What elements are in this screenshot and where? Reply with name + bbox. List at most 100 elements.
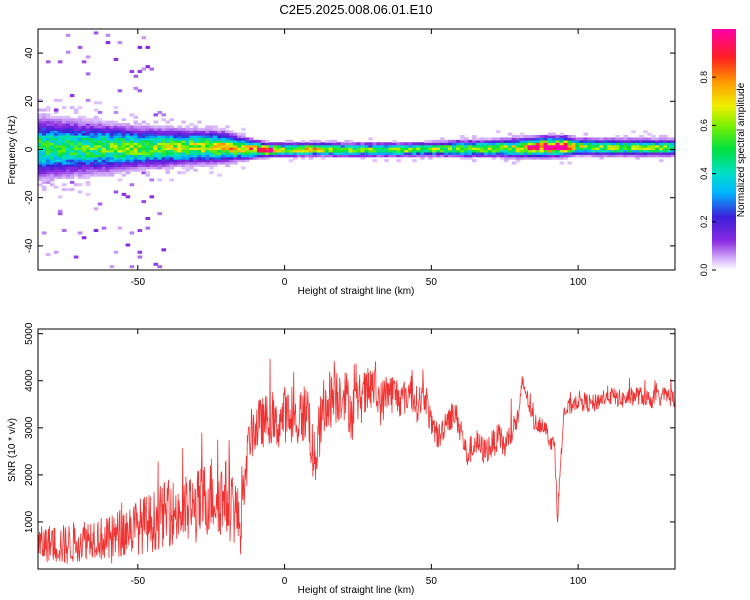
heatmap-cell (61, 161, 67, 165)
heatmap-cell (268, 147, 274, 151)
heatmap-cell (428, 142, 433, 146)
heatmap-cell (559, 161, 565, 165)
heatmap-cell (213, 163, 218, 167)
heatmap-cell (607, 151, 612, 155)
heatmap-cell (125, 166, 131, 170)
heatmap-cell (69, 176, 75, 180)
heatmap-cell (249, 149, 254, 153)
heatmap-cell (340, 144, 346, 148)
heatmap-cell (77, 135, 83, 139)
heatmap-cell (444, 144, 449, 148)
heatmap-cell (165, 171, 170, 175)
heatmap-cell (169, 156, 174, 160)
heatmap-cell (456, 154, 461, 158)
heatmap-cell (69, 142, 75, 146)
heatmap-cell (117, 89, 123, 93)
heatmap-cell (137, 159, 143, 163)
heatmap-cell (141, 137, 147, 141)
heatmap-cell (61, 147, 67, 151)
heatmap-cell (436, 144, 441, 148)
heatmap-cell (141, 132, 147, 136)
heatmap-cell (153, 130, 159, 134)
heatmap-cell (69, 122, 75, 126)
heatmap-cell (229, 137, 234, 141)
heatmap-cell (105, 137, 111, 141)
heatmap-cell (133, 144, 139, 148)
heatmap-cell (49, 171, 55, 175)
heatmap-cell (113, 149, 119, 153)
heatmap-cell (137, 89, 143, 93)
heatmap-cell (205, 137, 210, 141)
heatmap-cell (312, 144, 318, 148)
heatmap-cell (41, 171, 47, 175)
heatmap-cell (213, 147, 218, 151)
heatmap-cell (420, 147, 425, 151)
heatmap-cell (85, 149, 91, 153)
heatmap-cell (659, 147, 664, 151)
heatmap-cell (137, 168, 143, 172)
heatmap-cell (663, 144, 668, 148)
heatmap-cell (61, 149, 67, 153)
heatmap-cell (41, 159, 47, 163)
heatmap-cell (85, 163, 91, 167)
heatmap-cell (145, 142, 151, 146)
heatmap-cell (109, 166, 115, 170)
heatmap-cell (659, 154, 664, 158)
heatmap-cell (85, 130, 91, 134)
heatmap-cell (607, 137, 612, 141)
heatmap-cell (519, 151, 525, 155)
heatmap-cell (125, 130, 131, 134)
heatmap-cell (237, 135, 242, 139)
heatmap-cell (647, 137, 652, 141)
heatmap-cell (599, 156, 604, 160)
heatmap-cell (181, 120, 186, 124)
heatmap-cell (201, 142, 206, 146)
heatmap-cell (73, 130, 79, 134)
heatmap-cell (229, 142, 234, 146)
heatmap-cell (65, 163, 71, 167)
heatmap-cell (647, 147, 652, 151)
heatmap-cell (663, 135, 668, 139)
heatmap-cell (125, 147, 131, 151)
heatmap-cell (256, 142, 262, 146)
heatmap-cell (376, 149, 381, 153)
heatmap-cell (153, 166, 159, 170)
heatmap-cell (109, 161, 115, 165)
heatmap-cell (153, 159, 159, 163)
heatmap-cell (53, 125, 59, 129)
heatmap-cell (185, 144, 190, 148)
heatmap-cell (193, 159, 198, 163)
heatmap-cell (304, 144, 310, 148)
heatmap-cell (149, 137, 155, 141)
heatmap-cell (651, 154, 656, 158)
heatmap-cell (65, 151, 71, 155)
x-tick-label: -50 (131, 277, 146, 288)
heatmap-cell (487, 137, 493, 141)
heatmap-cell (149, 149, 155, 153)
heatmap-cell (85, 156, 91, 160)
heatmap-cell (360, 156, 366, 160)
heatmap-cell (97, 125, 103, 129)
heatmap-cell (420, 144, 425, 148)
heatmap-cell (503, 137, 509, 141)
heatmap-cell (360, 151, 366, 155)
heatmap-cell (45, 60, 51, 64)
heatmap-cell (440, 139, 445, 143)
heatmap-cell (507, 151, 513, 155)
heatmap-cell (161, 163, 166, 167)
heatmap-cell (312, 147, 318, 151)
heatmap-cell (233, 156, 238, 160)
heatmap-cell (141, 149, 147, 153)
heatmap-cell (181, 154, 186, 158)
heatmap-cell (49, 127, 55, 131)
heatmap-cell (272, 154, 278, 158)
heatmap-cell (320, 154, 326, 158)
heatmap-cell (173, 149, 178, 153)
heatmap-cell (623, 137, 628, 141)
heatmap-cell (113, 110, 119, 114)
heatmap-cell (181, 130, 186, 134)
heatmap-cell (233, 149, 238, 153)
heatmap-cell (507, 139, 513, 143)
heatmap-cell (77, 45, 83, 49)
heatmap-cell (535, 135, 541, 139)
